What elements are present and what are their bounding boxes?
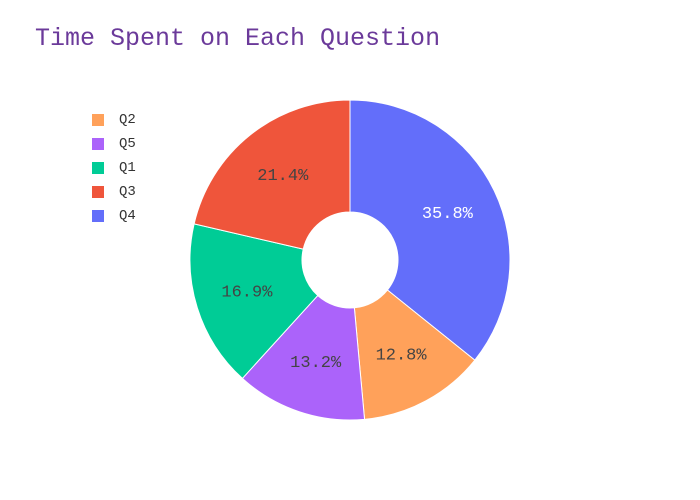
slice-label-q5: 13.2% <box>290 354 342 373</box>
slice-q2[interactable] <box>353 289 476 420</box>
chart-title: Time Spent on Each Question <box>35 24 441 53</box>
slice-label-q3: 21.4% <box>257 167 309 186</box>
legend-swatch <box>92 114 104 126</box>
slice-q5[interactable] <box>241 294 366 421</box>
legend-item-q3[interactable]: Q3 <box>92 180 136 204</box>
slice-label-q4: 35.8% <box>422 205 474 224</box>
legend-swatch <box>92 162 104 174</box>
legend-swatch <box>92 186 104 198</box>
slice-label-q1: 16.9% <box>221 284 273 303</box>
slice-q4[interactable] <box>349 99 511 361</box>
legend-item-q1[interactable]: Q1 <box>92 156 136 180</box>
slice-q1[interactable] <box>189 223 319 380</box>
legend-label: Q3 <box>119 184 136 200</box>
legend-label: Q4 <box>119 208 136 224</box>
legend-label: Q2 <box>119 112 136 128</box>
legend-item-q2[interactable]: Q2 <box>92 108 136 132</box>
legend-swatch <box>92 210 104 222</box>
legend-label: Q5 <box>119 136 136 152</box>
legend-item-q4[interactable]: Q4 <box>92 204 136 228</box>
legend-item-q5[interactable]: Q5 <box>92 132 136 156</box>
legend: Q2 Q5 Q1 Q3 Q4 <box>92 108 136 228</box>
legend-swatch <box>92 138 104 150</box>
legend-label: Q1 <box>119 160 136 176</box>
slice-label-q2: 12.8% <box>376 347 428 366</box>
slice-q3[interactable] <box>193 99 351 250</box>
